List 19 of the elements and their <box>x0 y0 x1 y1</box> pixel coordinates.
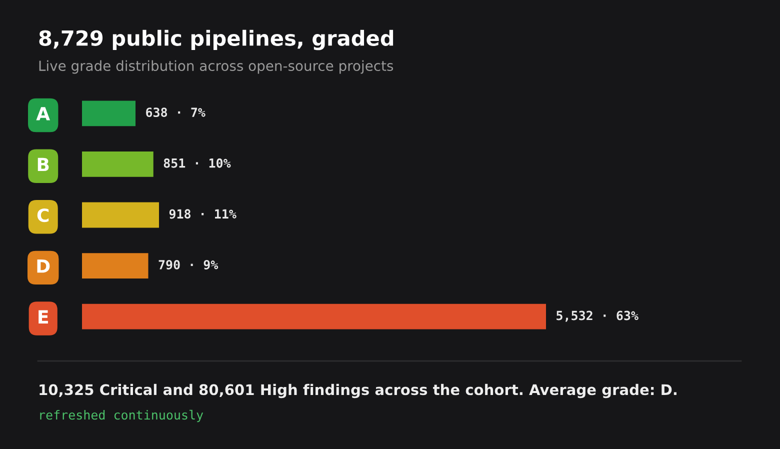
data-label: 851 · 10% <box>164 158 231 168</box>
bar <box>82 202 159 228</box>
y-tick-label: E <box>38 310 48 324</box>
data-label: 638 · 7% <box>146 108 206 118</box>
y-tick-label: D <box>37 259 50 273</box>
text: 10,325 Critical and 80,601 High findings across the cohort. Average grade: D. <box>40 384 676 398</box>
chart-title: 8,729 public pipelines, graded <box>39 30 394 50</box>
bar <box>82 304 546 330</box>
y-tick-label: A <box>36 107 50 120</box>
data-label: 790 · 9% <box>158 260 218 270</box>
y-tick-label: B <box>38 158 49 172</box>
bar <box>82 100 136 126</box>
y-tick-label: C <box>37 208 49 222</box>
text: refreshed continuously <box>40 410 204 422</box>
data-label: 5,532 · 63% <box>556 310 638 322</box>
bar <box>82 152 154 177</box>
chart-subtitle: Live grade distribution across open-source projects <box>39 60 394 74</box>
bar <box>82 253 148 278</box>
data-label: 918 · 11% <box>169 209 236 219</box>
